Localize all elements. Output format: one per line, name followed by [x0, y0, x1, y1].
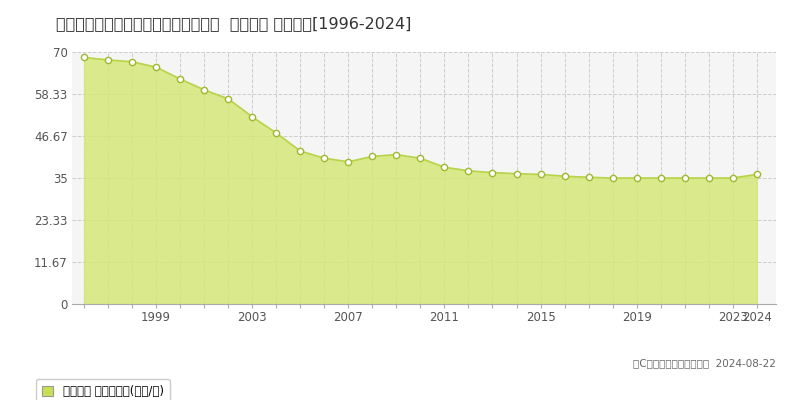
Legend: 地価公示 平均坪単価(万円/坪): 地価公示 平均坪単価(万円/坪): [36, 379, 170, 400]
Text: （C）土地価格ドットコム  2024-08-22: （C）土地価格ドットコム 2024-08-22: [633, 358, 776, 368]
Text: 大阪府交野市藤が尾５丁目７８番９外  地価公示 地価推移[1996-2024]: 大阪府交野市藤が尾５丁目７８番９外 地価公示 地価推移[1996-2024]: [56, 16, 411, 31]
